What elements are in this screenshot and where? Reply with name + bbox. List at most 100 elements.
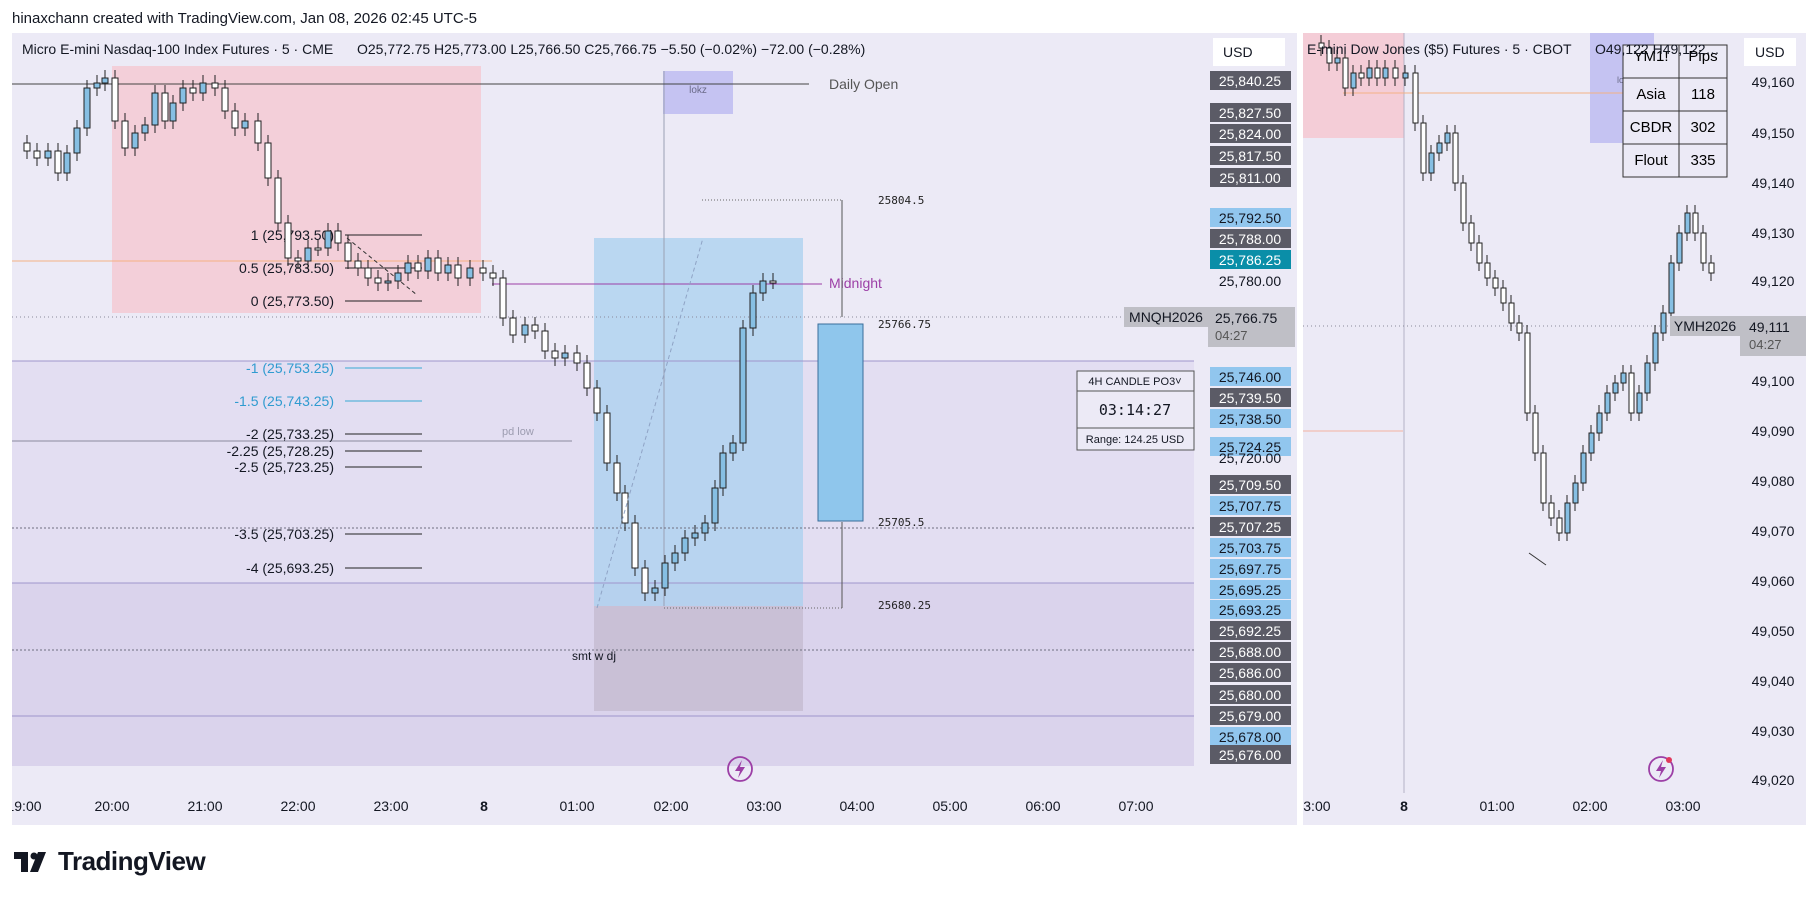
time-label: 02:00 xyxy=(1572,798,1607,814)
fib-label: -3.5 (25,703.25) xyxy=(234,526,334,542)
time-axis[interactable]: 23:00 8 01:00 02:00 03:00 xyxy=(1303,798,1701,814)
candle xyxy=(274,177,282,224)
currency-box[interactable] xyxy=(1213,38,1285,66)
right-chart-pane[interactable]: lokz YM1! Pips Asia 118 CBDR 302 Flout 3… xyxy=(1303,33,1806,825)
candle xyxy=(1636,392,1643,414)
pips-header: Pips xyxy=(1688,48,1717,65)
candle xyxy=(1500,287,1507,304)
axis-price-bg xyxy=(1210,745,1291,764)
candle xyxy=(334,230,342,244)
symbol-tag: MNQH2026 xyxy=(1129,309,1203,325)
po3-widget[interactable]: 4H CANDLE PO3˅ 03:14:27 Range: 124.25 US… xyxy=(1076,370,1195,451)
axis-price-bg xyxy=(1210,538,1291,557)
axis-price: 25,720.00 xyxy=(1219,450,1281,466)
time-label: 07:00 xyxy=(1118,798,1153,814)
axis-price: 25,827.50 xyxy=(1219,105,1281,121)
candle xyxy=(221,87,229,112)
candle xyxy=(161,92,169,122)
candlestick-series[interactable] xyxy=(23,70,777,601)
candle xyxy=(1402,72,1409,79)
chart-caption: hinaxchann created with TradingView.com,… xyxy=(12,10,477,27)
axis-price: 25,811.00 xyxy=(1219,170,1280,186)
price-projection[interactable] xyxy=(664,199,864,609)
tradingview-brand[interactable]: TradingView xyxy=(14,846,206,877)
axis-price-bg xyxy=(1210,559,1291,578)
fib-label: 1 (25,793.50) xyxy=(251,227,334,243)
axis-price: 49,140 xyxy=(1752,175,1795,191)
candle xyxy=(54,150,62,174)
axis-price-bg xyxy=(1210,103,1291,122)
candle xyxy=(1412,72,1419,124)
axis-price: 25,817.50 xyxy=(1219,148,1281,164)
brand-name: TradingView xyxy=(58,846,206,876)
right-chart-title[interactable]: E-mini Dow Jones ($5) Futures · 5 · CBOT xyxy=(1307,41,1572,57)
axis-price: 25,676.00 xyxy=(1219,747,1281,763)
candle xyxy=(83,87,91,129)
smt-label: smt w dj xyxy=(572,649,616,663)
candle xyxy=(531,324,539,332)
candle xyxy=(1366,67,1373,79)
candle xyxy=(324,230,332,249)
currency-box[interactable] xyxy=(1744,38,1796,66)
axis-price-bg xyxy=(1210,146,1291,165)
candle xyxy=(1596,412,1603,434)
candlestick-series[interactable] xyxy=(1318,35,1715,541)
axis-price: 25,788.00 xyxy=(1219,231,1281,247)
candle xyxy=(1692,212,1699,234)
candle xyxy=(1572,482,1579,504)
axis-price: 49,040 xyxy=(1752,673,1795,689)
candle xyxy=(1420,122,1427,174)
lightning-icon[interactable] xyxy=(727,756,753,782)
axis-price: 49,070 xyxy=(1752,523,1795,539)
candle xyxy=(711,487,719,524)
po3-title: 4H CANDLE PO3˅ xyxy=(1088,376,1181,388)
time-label: 21:00 xyxy=(187,798,222,814)
candle xyxy=(169,102,177,122)
pips-value: 118 xyxy=(1691,86,1715,103)
lightning-icon[interactable] xyxy=(1648,756,1674,782)
candle xyxy=(759,280,767,294)
candle xyxy=(583,362,591,389)
candle xyxy=(1612,382,1619,394)
lokz-box[interactable] xyxy=(663,71,733,114)
time-label: 06:00 xyxy=(1025,798,1060,814)
candle xyxy=(151,92,159,126)
axis-price: 49,120 xyxy=(1752,273,1795,289)
price-axis[interactable] xyxy=(1740,33,1806,793)
range-box[interactable] xyxy=(594,238,803,606)
candle xyxy=(1516,322,1523,334)
candle xyxy=(661,562,669,589)
candle xyxy=(179,87,187,104)
time-label: 04:00 xyxy=(839,798,874,814)
candle xyxy=(1444,132,1451,144)
symbol-tag-bg xyxy=(1670,316,1740,336)
axis-price: 25,792.50 xyxy=(1219,210,1281,226)
range-box-lower[interactable] xyxy=(594,606,803,711)
left-chart-pane[interactable]: lokz Daily Open Midnight pd low 1 (25,79… xyxy=(12,33,1297,825)
axis-price: 25,697.75 xyxy=(1219,561,1281,577)
candle xyxy=(719,452,727,489)
candle xyxy=(1556,517,1563,534)
price-axis-labels: 49,160 49,150 49,140 49,130 49,120 49,100 49,0… xyxy=(1752,74,1795,788)
candle xyxy=(394,272,402,282)
time-label: 03:00 xyxy=(1665,798,1700,814)
axis-price: 25,780.00 xyxy=(1219,273,1281,289)
candle xyxy=(1532,412,1539,454)
axis-price: 25,840.25 xyxy=(1219,73,1281,89)
candle xyxy=(1492,277,1499,289)
current-price-tag xyxy=(1208,307,1295,347)
candle xyxy=(384,280,392,284)
axis-price: 49,030 xyxy=(1752,723,1795,739)
candle xyxy=(1588,432,1595,454)
left-chart-title[interactable]: Micro E-mini Nasdaq-100 Index Futures · … xyxy=(22,41,333,57)
axis-price: 25,824.00 xyxy=(1219,126,1281,142)
candle xyxy=(1540,452,1547,504)
candle xyxy=(691,532,699,539)
time-axis[interactable]: 19:00 20:00 21:00 22:00 23:00 8 01:00 02:00 03:0… xyxy=(12,798,1154,814)
candle xyxy=(101,77,109,84)
time-label: 22:00 xyxy=(280,798,315,814)
axis-price-bg xyxy=(1210,367,1291,386)
axis-price: 49,020 xyxy=(1752,772,1795,788)
axis-price-bg xyxy=(1210,621,1291,640)
candle xyxy=(729,442,737,454)
